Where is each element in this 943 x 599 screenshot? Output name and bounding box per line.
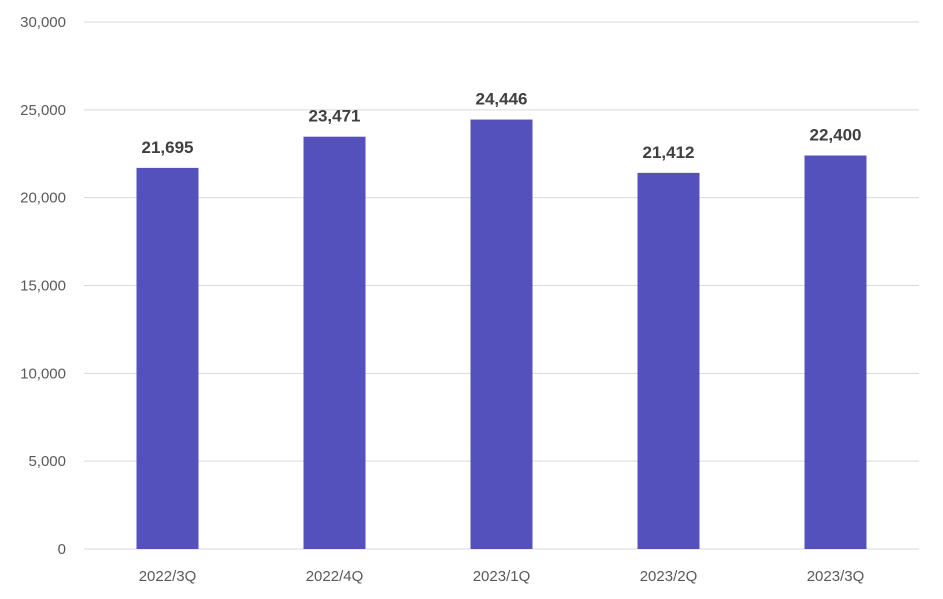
- x-tick-label: 2023/2Q: [640, 568, 698, 585]
- bar-value-label: 24,446: [476, 90, 528, 109]
- bar-value-label: 22,400: [810, 126, 862, 145]
- y-tick-label: 0: [58, 541, 66, 558]
- bar: [470, 119, 533, 549]
- bar: [136, 167, 199, 549]
- y-tick-label: 15,000: [20, 278, 66, 295]
- bar: [804, 155, 867, 550]
- bar-value-label: 21,412: [643, 143, 695, 162]
- y-tick-label: 20,000: [20, 190, 66, 207]
- data-labels: 21,695 23,471 24,446 21,412 22,400: [142, 90, 862, 162]
- bar-value-label: 23,471: [309, 107, 361, 126]
- x-tick-label: 2022/4Q: [306, 568, 364, 585]
- y-tick-label: 10,000: [20, 365, 66, 382]
- x-axis-tick-labels: 2022/3Q 2022/4Q 2023/1Q 2023/2Q 2023/3Q: [139, 568, 865, 585]
- y-axis-tick-labels: 0 5,000 10,000 15,000 20,000 25,000 30,000: [20, 14, 66, 558]
- x-tick-label: 2023/3Q: [807, 568, 865, 585]
- bar: [303, 136, 366, 550]
- y-tick-label: 30,000: [20, 14, 66, 31]
- x-tick-label: 2023/1Q: [473, 568, 531, 585]
- bars: [136, 119, 867, 550]
- bar: [637, 172, 700, 549]
- y-tick-label: 25,000: [20, 102, 66, 119]
- y-tick-label: 5,000: [28, 453, 66, 470]
- x-tick-label: 2022/3Q: [139, 568, 197, 585]
- bar-value-label: 21,695: [142, 138, 194, 157]
